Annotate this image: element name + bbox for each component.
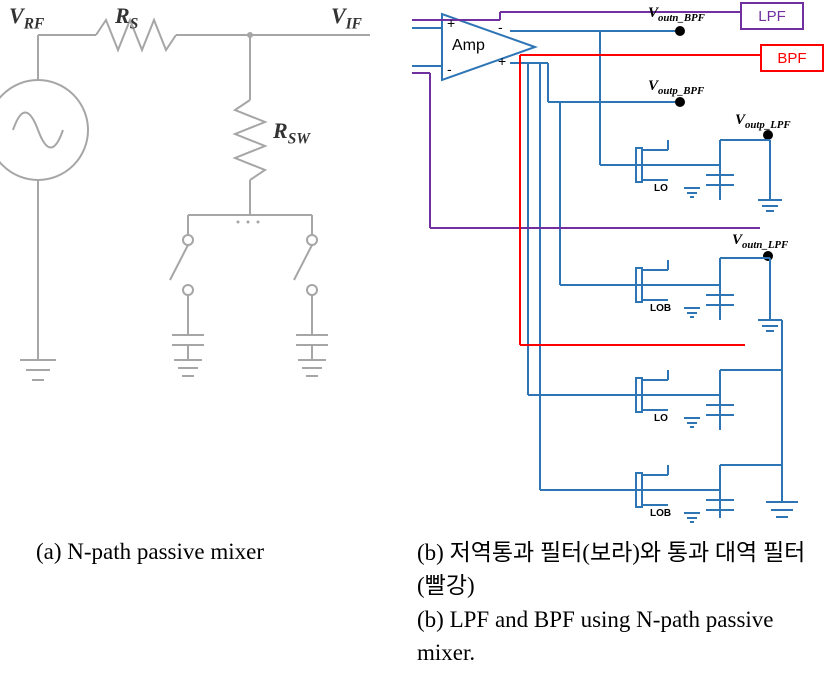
lob-label-2: LOB [650,508,671,519]
label-vif: VIF [331,3,362,33]
caption-b-kr: (b) 저역통과 필터(보라)와 통과 대역 필터(빨강) [417,536,817,603]
lpf-box: LPF [740,2,804,30]
label-voutn-lpf: Voutn_LPF [732,232,788,251]
switch-right [294,215,328,376]
label-voutp-bpf: Voutp_BPF [648,78,704,97]
label-voutn-bpf: Voutn_BPF [648,5,705,24]
bpf-box-label: BPF [777,50,806,67]
caption-b-en-text: (b) LPF and BPF using N-path passive mix… [417,607,774,665]
amp-label: Amp [452,37,485,55]
bpf-box: BPF [760,44,824,72]
amp-sign-botleft: - [447,62,452,76]
label-voutp-lpf: Voutp_LPF [735,112,791,131]
lo-label-1: LO [654,183,668,194]
mixer-cell-2 [560,251,782,331]
lob-label-1: LOB [650,303,671,314]
caption-a: (a) N-path passive mixer [36,535,264,568]
lo-label-2: LO [654,413,668,424]
amp-sign-topleft: + [447,16,455,30]
label-rsw: RSW [273,118,310,148]
label-rs: RS [115,3,138,33]
lpf-box-label: LPF [758,8,786,25]
caption-b-kr-text: (b) 저역통과 필터(보라)와 통과 대역 필터(빨강) [417,540,805,598]
figure-b-blue [412,14,798,522]
switch-left [170,215,204,376]
figure-root: VRF RS VIF RSW Amp + - - + LPF BPF Voutn… [0,0,827,696]
label-vrf: VRF [9,3,44,33]
caption-b-en: (b) LPF and BPF using N-path passive mix… [417,603,817,670]
amp-sign-botright: + [498,54,506,68]
mixer-cell-1 [600,130,782,211]
amp-sign-topright: - [498,20,503,34]
figure-a [0,20,370,380]
ground-left [20,360,56,380]
